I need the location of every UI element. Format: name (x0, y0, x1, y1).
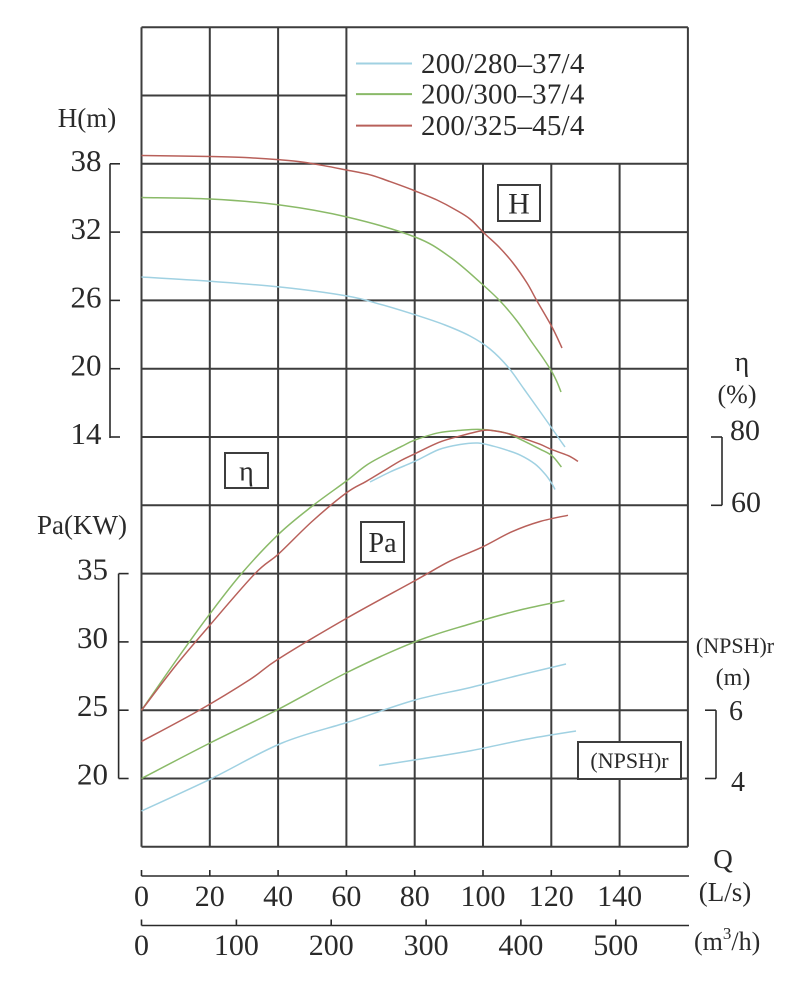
svg-text:100: 100 (461, 880, 506, 913)
svg-text:60: 60 (731, 486, 761, 519)
svg-text:100: 100 (214, 929, 259, 962)
svg-text:32: 32 (71, 211, 102, 246)
svg-text:200/325–45/4: 200/325–45/4 (421, 110, 585, 142)
svg-text:η: η (239, 456, 254, 487)
svg-text:200/280–37/4: 200/280–37/4 (421, 48, 585, 80)
svg-text:(m3/h): (m3/h) (694, 924, 760, 956)
svg-text:0: 0 (134, 880, 149, 913)
svg-text:20: 20 (195, 880, 225, 913)
svg-text:H: H (508, 188, 530, 221)
svg-text:25: 25 (77, 688, 108, 723)
svg-text:40: 40 (263, 880, 293, 913)
svg-text:η: η (735, 347, 750, 378)
svg-text:20: 20 (71, 348, 102, 383)
svg-text:14: 14 (71, 416, 103, 451)
svg-text:300: 300 (404, 929, 449, 962)
svg-text:0: 0 (134, 929, 149, 962)
svg-text:200/300–37/4: 200/300–37/4 (421, 79, 585, 111)
svg-text:80: 80 (400, 880, 430, 913)
svg-text:6: 6 (729, 696, 743, 727)
svg-text:20: 20 (77, 757, 108, 792)
svg-text:30: 30 (77, 620, 108, 655)
svg-text:60: 60 (331, 880, 361, 913)
svg-text:120: 120 (529, 880, 574, 913)
svg-text:4: 4 (731, 767, 745, 798)
svg-text:H(m): H(m) (58, 103, 116, 133)
svg-text:Pa(KW): Pa(KW) (37, 510, 127, 540)
svg-text:26: 26 (71, 279, 102, 314)
svg-text:Pa: Pa (369, 528, 398, 559)
svg-text:(NPSH)r: (NPSH)r (590, 748, 669, 773)
svg-text:Q: Q (713, 844, 733, 874)
svg-text:500: 500 (593, 929, 638, 962)
svg-text:400: 400 (498, 929, 543, 962)
svg-text:(NPSH)r: (NPSH)r (696, 633, 775, 658)
svg-text:80: 80 (730, 414, 760, 447)
svg-text:(m): (m) (716, 665, 751, 691)
svg-text:200: 200 (309, 929, 354, 962)
svg-text:38: 38 (71, 143, 102, 178)
svg-text:(%): (%) (718, 380, 757, 409)
svg-text:(L/s): (L/s) (699, 877, 751, 907)
svg-text:140: 140 (597, 880, 642, 913)
svg-text:35: 35 (77, 552, 108, 587)
